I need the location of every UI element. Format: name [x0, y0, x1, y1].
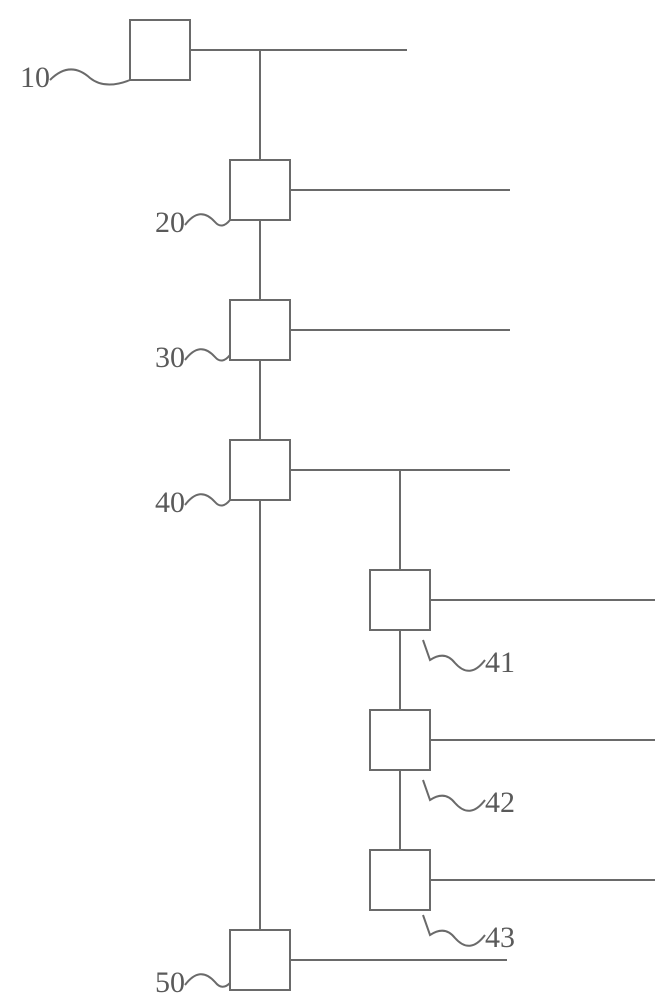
label-l50: 50: [155, 966, 185, 999]
lead-l43: [423, 915, 485, 946]
lead-l50: [185, 974, 230, 987]
node-b43: [370, 850, 430, 910]
label-l43: 43: [485, 921, 515, 954]
label-l42: 42: [485, 786, 515, 819]
node-b30: [230, 300, 290, 360]
node-b40: [230, 440, 290, 500]
node-b50: [230, 930, 290, 990]
lead-l41: [423, 640, 485, 671]
label-l40: 40: [155, 486, 185, 519]
lead-l30: [185, 349, 230, 360]
label-l30: 30: [155, 341, 185, 374]
lead-l42: [423, 780, 485, 811]
lead-l20: [185, 214, 230, 225]
label-l20: 20: [155, 206, 185, 239]
node-b42: [370, 710, 430, 770]
label-l10: 10: [20, 61, 50, 94]
lead-l10: [50, 69, 130, 84]
node-b10: [130, 20, 190, 80]
diagram-canvas: 10 20 30 40 50 41 42 43: [0, 0, 660, 1000]
node-b20: [230, 160, 290, 220]
lead-l40: [185, 494, 230, 505]
label-l41: 41: [485, 646, 515, 679]
node-b41: [370, 570, 430, 630]
